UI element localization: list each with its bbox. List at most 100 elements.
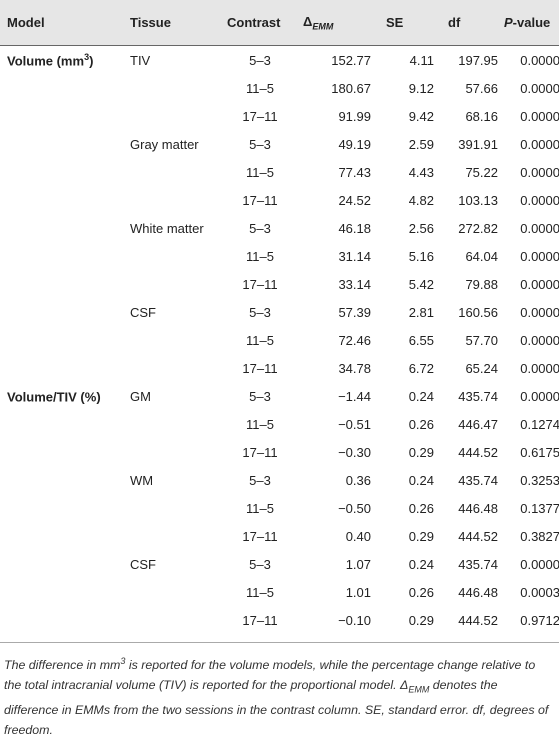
table-row: 11–5 31.14 5.16 64.04 0.0000: [0, 242, 559, 270]
cell-p-value: 0.0000: [520, 80, 559, 96]
cell-model: [0, 606, 130, 634]
header-contrast: Contrast: [225, 0, 295, 46]
table-body: Volume (mm3) TIV 5–3 152.77 4.11 197.95 0.0000…: [0, 46, 559, 635]
cell-delta-emm: 180.67: [331, 80, 371, 96]
cell-df: 446.47: [458, 416, 498, 432]
cell-p-value: 0.0003: [520, 584, 559, 600]
cell-se: 5.16: [408, 248, 434, 264]
cell-model-text: Volume/TIV (%): [7, 389, 101, 405]
cell-delta-emm: −0.30: [338, 444, 371, 460]
table-row: Gray matter 5–3 49.19 2.59 391.91 0.0000: [0, 130, 559, 158]
cell-df: 446.48: [458, 500, 498, 516]
cell-tissue: Gray matter: [130, 136, 199, 152]
cell-delta-emm: 0.36: [345, 472, 371, 488]
header-delta-symbol: Δ: [303, 13, 313, 29]
header-p-value: P-value: [502, 0, 559, 46]
cell-p-value: 0.0000: [520, 276, 559, 292]
cell-delta-emm: 1.07: [345, 556, 371, 572]
table-row: 11–5 72.46 6.55 57.70 0.0000: [0, 326, 559, 354]
cell-model: [0, 298, 130, 326]
cell-p-value: 0.6175: [520, 444, 559, 460]
cell-se: 0.26: [408, 500, 434, 516]
table-row: Volume (mm3) TIV 5–3 152.77 4.11 197.95 0.0000: [0, 46, 559, 75]
cell-model-text: Volume (mm: [7, 53, 85, 69]
cell-p-value: 0.0000: [520, 332, 559, 348]
footnote-divider: [0, 642, 559, 643]
cell-p-value: 0.0000: [520, 164, 559, 180]
table-row: 17–11 24.52 4.82 103.13 0.0000: [0, 186, 559, 214]
cell-model: [0, 438, 130, 466]
cell-df: 435.74: [458, 472, 498, 488]
cell-tissue: White matter: [130, 220, 204, 236]
cell-delta-emm: 24.52: [338, 192, 371, 208]
cell-tissue: [130, 270, 225, 298]
cell-p-value: 0.0000: [520, 220, 559, 236]
table-row: 17–11 0.40 0.29 444.52 0.3827: [0, 522, 559, 550]
cell-model: [0, 270, 130, 298]
cell-p-value: 0.1274: [520, 416, 559, 432]
table-row: 11–5 77.43 4.43 75.22 0.0000: [0, 158, 559, 186]
footnote-superscript: 3: [120, 656, 126, 666]
cell-df: 57.66: [465, 80, 498, 96]
cell-tissue: [130, 242, 225, 270]
cell-delta-emm: 33.14: [338, 276, 371, 292]
cell-contrast: 11–5: [246, 80, 274, 96]
cell-se: 5.42: [408, 276, 434, 292]
cell-delta-emm: 72.46: [338, 332, 371, 348]
cell-tissue: [130, 102, 225, 130]
cell-se: 0.24: [408, 556, 434, 572]
cell-p-value: 0.0000: [520, 108, 559, 124]
cell-delta-emm: 0.40: [345, 528, 371, 544]
cell-p-value: 0.3253: [520, 472, 559, 488]
header-p-italic: P: [504, 15, 513, 30]
table-row: White matter 5–3 46.18 2.56 272.82 0.0000: [0, 214, 559, 242]
table-row: 11–5 −0.50 0.26 446.48 0.1377: [0, 494, 559, 522]
cell-tissue: [130, 74, 225, 102]
cell-df: 446.48: [458, 584, 498, 600]
cell-model: [0, 494, 130, 522]
cell-df: 79.88: [465, 276, 498, 292]
cell-df: 444.52: [458, 444, 498, 460]
cell-df: 435.74: [458, 388, 498, 404]
cell-contrast: 5–3: [249, 304, 271, 320]
cell-df: 75.22: [465, 164, 498, 180]
cell-se: 0.24: [408, 388, 434, 404]
header-p-suffix: -value: [512, 15, 551, 30]
header-delta-subscript: EMM: [312, 21, 334, 32]
cell-se: 9.12: [408, 80, 434, 96]
cell-contrast: 5–3: [249, 220, 271, 236]
cell-df: 197.95: [458, 52, 498, 68]
cell-delta-emm: 46.18: [338, 220, 371, 236]
cell-p-value: 0.3827: [520, 528, 559, 544]
cell-delta-emm: 31.14: [338, 248, 371, 264]
cell-p-value: 0.0000: [520, 192, 559, 208]
footnote-part-2: is reported for the volume models, while…: [4, 658, 536, 693]
cell-se: 4.11: [409, 52, 434, 68]
cell-se: 2.59: [408, 136, 434, 152]
cell-df: 160.56: [458, 304, 498, 320]
cell-df: 444.52: [458, 528, 498, 544]
cell-p-value: 0.9712: [520, 612, 559, 628]
table-footnote: The difference in mm3 is reported for th…: [0, 643, 559, 740]
table-row: 11–5 1.01 0.26 446.48 0.0003: [0, 578, 559, 606]
cell-contrast: 11–5: [246, 584, 274, 600]
cell-df: 65.24: [465, 360, 498, 376]
table-row: CSF 5–3 1.07 0.24 435.74 0.0000: [0, 550, 559, 578]
header-model: Model: [0, 0, 130, 46]
cell-se: 0.26: [408, 416, 434, 432]
cell-model: [0, 214, 130, 242]
footnote-part-1: The difference in mm: [4, 658, 121, 673]
cell-model: [0, 326, 130, 354]
cell-se: 4.82: [408, 192, 434, 208]
cell-contrast: 11–5: [246, 416, 274, 432]
cell-se: 0.24: [408, 472, 434, 488]
cell-p-value: 0.0000: [520, 360, 559, 376]
cell-delta-emm: 91.99: [338, 108, 371, 124]
cell-delta-emm: −0.10: [338, 612, 371, 628]
table-row: 11–5 −0.51 0.26 446.47 0.1274: [0, 410, 559, 438]
header-se: SE: [376, 0, 438, 46]
cell-p-value: 0.0000: [520, 136, 559, 152]
cell-p-value: 0.1377: [520, 500, 559, 516]
cell-model: [0, 242, 130, 270]
